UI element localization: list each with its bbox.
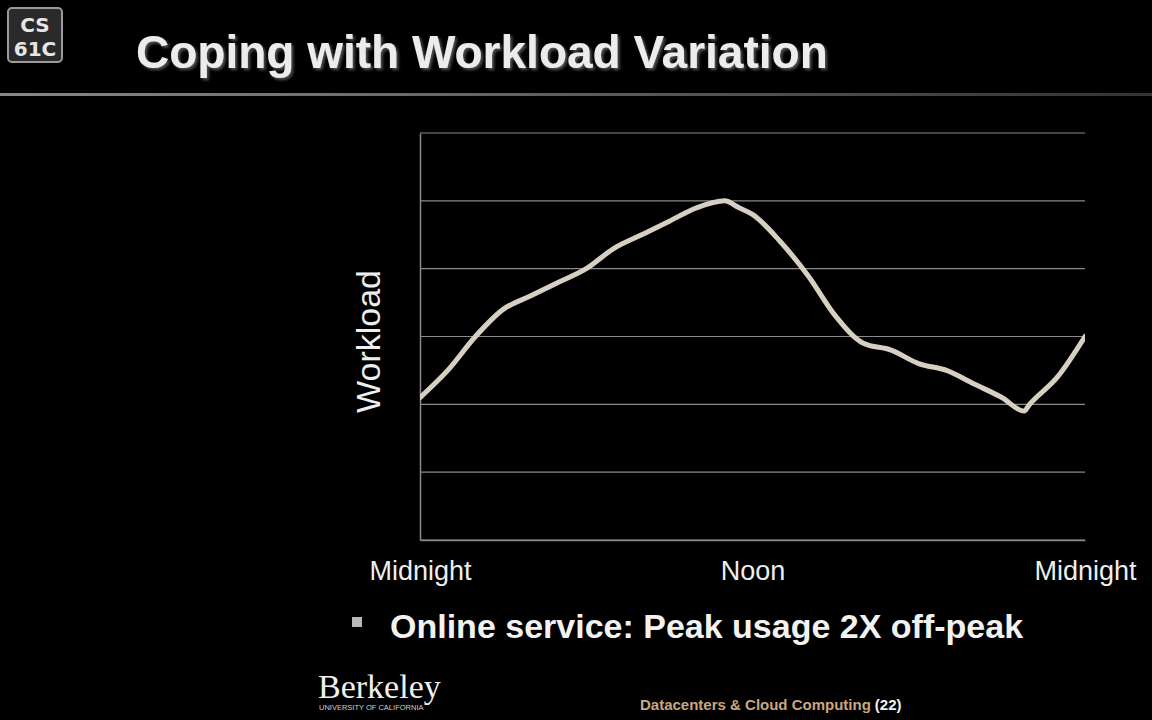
footer-text: Datacenters & Cloud Computing: [640, 696, 871, 713]
logo-text: CS: [20, 13, 49, 37]
grid-line: [420, 539, 1085, 540]
x-axis-line: [421, 540, 1086, 542]
grid-line: [420, 200, 1085, 201]
bullet-text: Online service: Peak usage 2X off-peak: [390, 607, 1023, 645]
brand-sub: UNIVERSITY OF CALIFORNIA: [319, 703, 423, 712]
logo-box: [8, 8, 62, 62]
x-tick: Midnight: [1034, 540, 1137, 586]
logo-text: 61C: [14, 37, 57, 61]
x-tick: Midnight: [369, 540, 472, 586]
y-axis-title: Workload: [349, 270, 387, 413]
y-axis-line: [420, 134, 422, 541]
slide: CS61C Coping with Workload Variation Midni…: [0, 0, 1152, 720]
grid-line: [420, 472, 1085, 473]
grid: [420, 133, 1085, 540]
title-rule: [0, 93, 1152, 96]
footer: Datacenters & Cloud Computing(22): [640, 696, 902, 713]
x-axis: Midnight Noon Midnight: [369, 540, 1137, 586]
grid-line: [420, 132, 1085, 133]
grid-line: [420, 268, 1085, 269]
y-axis: [420, 134, 422, 541]
title: Coping with Workload Variation: [136, 26, 828, 78]
x-tick-label: Midnight: [369, 556, 472, 586]
page-number: (22): [875, 696, 902, 713]
x-tick-label: Noon: [721, 556, 786, 586]
bullet-marker: [352, 617, 362, 627]
x-tick: Noon: [721, 540, 786, 586]
grid-line: [420, 404, 1085, 405]
x-tick-label: Midnight: [1034, 556, 1137, 586]
brand: Berkeley: [318, 668, 441, 705]
workload-line: [420, 201, 1085, 411]
grid-line: [420, 336, 1085, 337]
plot-area: [420, 201, 1085, 411]
background: [0, 0, 1152, 720]
